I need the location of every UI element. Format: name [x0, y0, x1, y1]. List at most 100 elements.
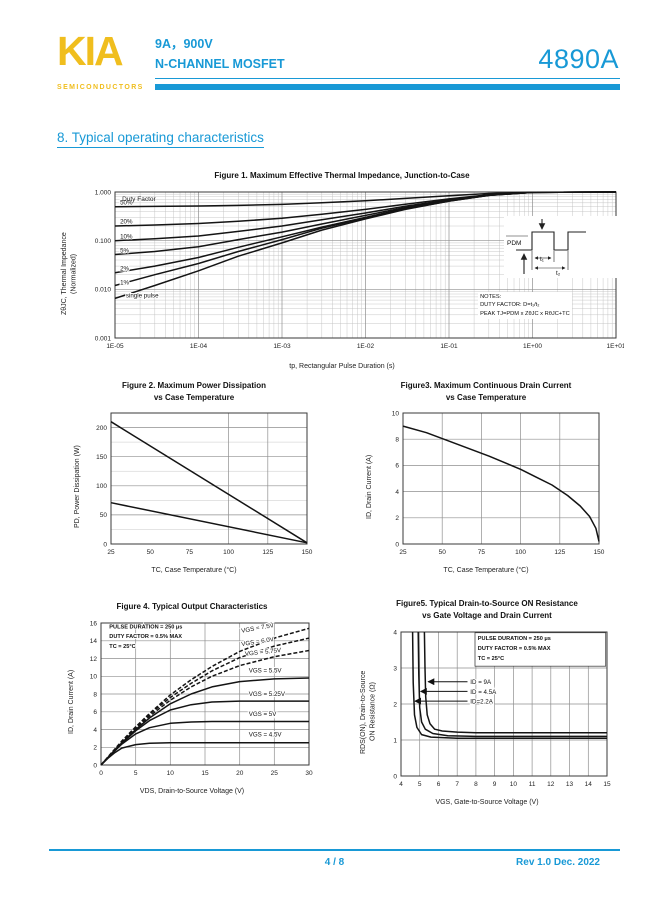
notes-line: NOTES:	[480, 294, 502, 300]
svg-text:50: 50	[99, 512, 107, 519]
svg-text:3: 3	[394, 665, 398, 672]
svg-text:DUTY FACTOR = 0.5% MAX: DUTY FACTOR = 0.5% MAX	[478, 646, 551, 652]
figure3-chart: 25 50 75 100 125 150 0 2 4 6 8 10	[391, 410, 604, 556]
svg-text:0: 0	[99, 770, 103, 777]
svg-text:0: 0	[103, 541, 107, 548]
svg-text:6: 6	[395, 463, 399, 470]
svg-text:ID = 9A: ID = 9A	[471, 679, 493, 686]
figure4-chart: 0 5 10 15 20 25 30 0 2 4 6 8 10 12 14 16 PULSE DURATION …	[89, 620, 312, 777]
svg-text:VGS = 6.0V: VGS = 6.0V	[241, 636, 275, 648]
svg-text:4: 4	[395, 489, 399, 496]
svg-text:100: 100	[96, 483, 107, 490]
device-spec: 9A，900V N-CHANNEL MOSFET	[155, 37, 285, 71]
svg-text:VGS = 7.5V: VGS = 7.5V	[241, 622, 275, 635]
svg-text:15: 15	[201, 770, 209, 777]
figure3-y-axis-label: ID, Drain Current (A)	[366, 454, 374, 520]
notes-line: PEAK TJ=PDM x ZθJC x RθJC+TC	[480, 310, 570, 317]
svg-text:DUTY FACTOR = 0.5% MAX: DUTY FACTOR = 0.5% MAX	[109, 634, 182, 640]
svg-text:2: 2	[395, 515, 399, 522]
svg-text:PULSE DURATION = 250 μs: PULSE DURATION = 250 μs	[109, 624, 182, 630]
kia-logo: KIA	[57, 28, 124, 74]
svg-text:13: 13	[566, 781, 574, 788]
svg-text:75: 75	[186, 549, 194, 556]
svg-text:10%: 10%	[120, 233, 133, 240]
page-number: 4 / 8	[324, 857, 345, 868]
svg-text:0: 0	[395, 541, 399, 548]
svg-text:50: 50	[146, 549, 154, 556]
svg-text:4: 4	[93, 727, 97, 734]
svg-text:125: 125	[554, 549, 565, 556]
t1-label: t₁	[540, 256, 545, 263]
svg-text:16: 16	[89, 620, 97, 627]
figure4-x-axis-label: VDS, Drain-to-Source Voltage (V)	[139, 788, 245, 795]
svg-text:1E-05: 1E-05	[106, 343, 124, 350]
t2-label: t₂	[556, 270, 561, 277]
svg-text:2: 2	[394, 701, 398, 708]
svg-text:0: 0	[394, 773, 398, 780]
svg-text:12: 12	[89, 656, 97, 663]
figure3-x-axis-label: TC, Case Temperature (°C)	[443, 567, 529, 574]
svg-text:VGS = 5.5V: VGS = 5.5V	[248, 668, 282, 675]
svg-text:VGS = 4.5V: VGS = 4.5V	[248, 732, 282, 739]
figure2-x-axis-label: TC, Case Temperature (°C)	[151, 567, 237, 574]
figure3-title: Figure3. Maximum Continuous Drain Curren…	[400, 381, 572, 402]
svg-text:20: 20	[236, 770, 244, 777]
part-number: 4890A	[538, 44, 619, 74]
svg-text:10: 10	[89, 674, 97, 681]
svg-text:single pulse: single pulse	[126, 293, 159, 300]
figure1-notes: NOTES: DUTY FACTOR: D=t₁/t₂ PEAK TJ=PDM …	[478, 292, 572, 319]
figure2-title: Figure 2. Maximum Power Dissipation vs C…	[121, 381, 267, 402]
svg-text:25: 25	[399, 549, 407, 556]
svg-text:PULSE DURATION = 250 μs: PULSE DURATION = 250 μs	[478, 636, 551, 642]
svg-text:1E-02: 1E-02	[357, 343, 375, 350]
svg-text:25: 25	[270, 770, 278, 777]
svg-text:6: 6	[437, 781, 441, 788]
svg-text:9: 9	[493, 781, 497, 788]
figure2-y-axis-label: PD, Power Dissipation (W)	[74, 445, 82, 529]
svg-text:5: 5	[134, 770, 138, 777]
svg-text:ID = 4.5A: ID = 4.5A	[471, 689, 498, 696]
svg-text:10: 10	[391, 410, 399, 417]
svg-text:4: 4	[394, 629, 398, 636]
kia-logo-subtitle: SEMICONDUCTORS	[57, 84, 144, 91]
svg-text:8: 8	[395, 437, 399, 444]
svg-text:200: 200	[96, 425, 107, 432]
figure1-x-axis-label: tp, Rectangular Pulse Duration (s)	[289, 363, 395, 370]
svg-text:10: 10	[510, 781, 518, 788]
svg-text:1E+00: 1E+00	[523, 343, 542, 350]
figure2-chart: 25 50 75 100 125 150 0 50 100 150 200	[96, 412, 313, 556]
figure5-on-resistance: Figure5. Typical Drain-to-Source ON Resi…	[348, 598, 626, 806]
svg-text:1E-03: 1E-03	[273, 343, 291, 350]
svg-text:VGS = 5V: VGS = 5V	[248, 711, 277, 718]
svg-text:8: 8	[475, 781, 479, 788]
svg-text:25: 25	[107, 549, 115, 556]
header-rule-thick	[155, 84, 620, 90]
page-footer: 4 / 8 Rev 1.0 Dec. 2022	[49, 849, 620, 868]
svg-text:14: 14	[89, 638, 97, 645]
svg-text:1E+01: 1E+01	[606, 343, 623, 350]
svg-text:1E-04: 1E-04	[190, 343, 208, 350]
revision-label: Rev 1.0 Dec. 2022	[516, 857, 600, 868]
svg-text:100: 100	[223, 549, 234, 556]
svg-text:1: 1	[394, 737, 398, 744]
figure4-title: Figure 4. Typical Output Characteristics	[116, 602, 268, 611]
figure5-x-axis-label: VGS, Gate-to-Source Voltage (V)	[435, 799, 539, 806]
svg-text:TC = 25°C: TC = 25°C	[109, 644, 135, 650]
svg-text:2%: 2%	[120, 265, 129, 272]
svg-text:0: 0	[93, 762, 97, 769]
svg-text:50: 50	[438, 549, 446, 556]
svg-text:7: 7	[456, 781, 460, 788]
svg-text:75: 75	[478, 549, 486, 556]
notes-line: DUTY FACTOR: D=t₁/t₂	[480, 302, 540, 309]
svg-text:0.001: 0.001	[95, 335, 112, 342]
figure5-y-axis-label: RDS(ON), Drain-to-Source ON Resistance (…	[359, 670, 376, 754]
svg-text:20%: 20%	[120, 219, 133, 226]
svg-text:1E-01: 1E-01	[440, 343, 458, 350]
figure3-drain-current: Figure3. Maximum Continuous Drain Curren…	[352, 380, 620, 574]
svg-text:TC = 25°C: TC = 25°C	[478, 656, 504, 662]
header-rule-thin	[155, 78, 620, 79]
svg-text:100: 100	[515, 549, 526, 556]
pulse-waveform-inset: PDM t₁ t₂	[504, 216, 633, 278]
